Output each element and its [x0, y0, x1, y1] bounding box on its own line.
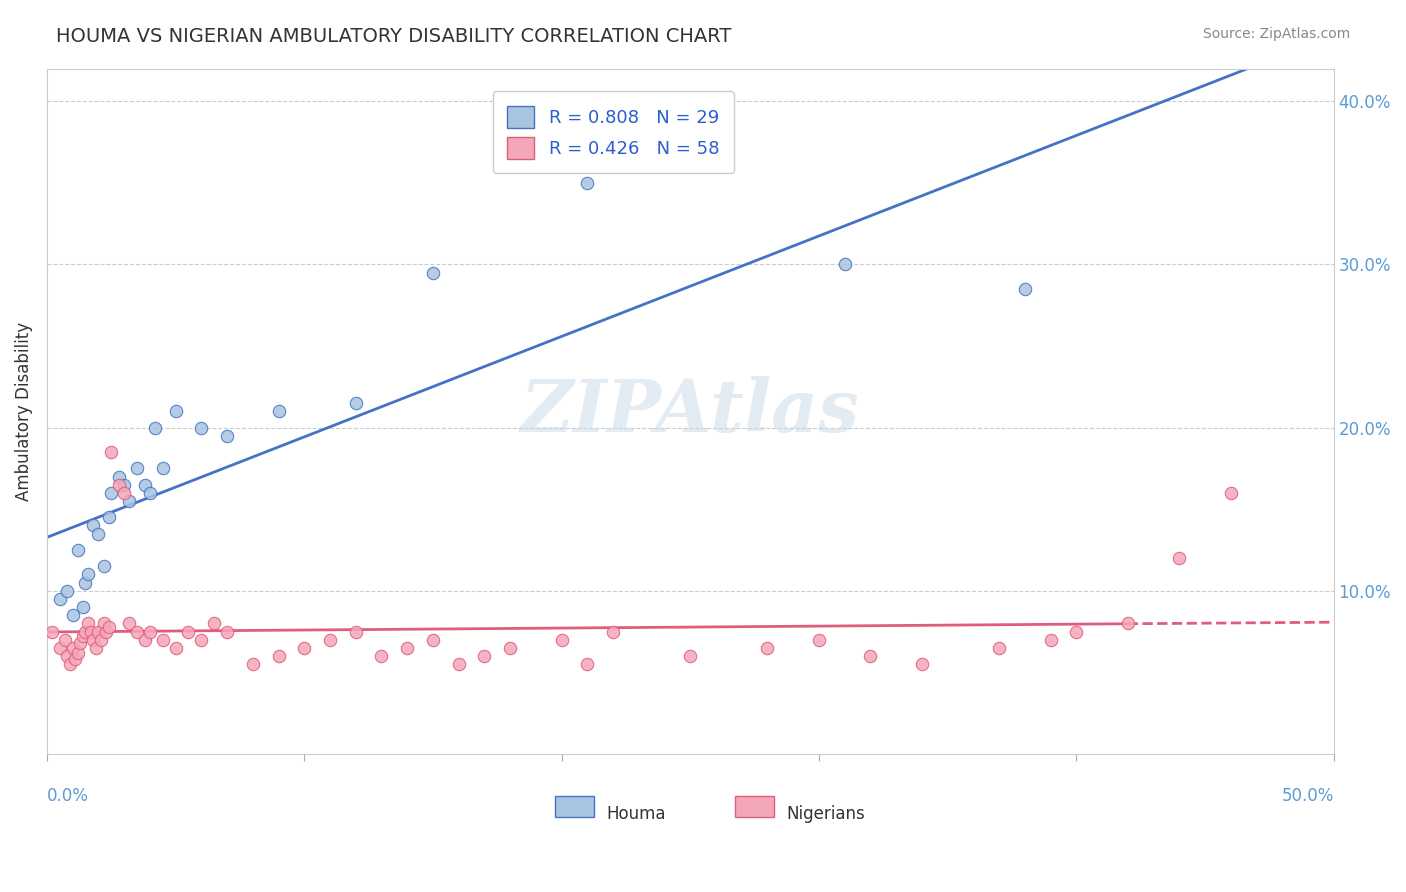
- Point: [344, 624, 367, 639]
- Point: [165, 404, 187, 418]
- Point: [447, 657, 470, 672]
- Point: [63, 652, 86, 666]
- Point: [134, 632, 156, 647]
- Point: [190, 420, 212, 434]
- Point: [988, 640, 1011, 655]
- Point: [93, 616, 115, 631]
- Point: [1219, 486, 1241, 500]
- FancyBboxPatch shape: [555, 797, 593, 817]
- Text: 0.0%: 0.0%: [46, 787, 89, 805]
- Point: [79, 624, 101, 639]
- Point: [152, 632, 174, 647]
- Point: [139, 486, 162, 500]
- Point: [152, 461, 174, 475]
- Point: [319, 632, 342, 647]
- Point: [77, 616, 100, 631]
- Point: [422, 632, 444, 647]
- Point: [66, 543, 89, 558]
- Point: [344, 396, 367, 410]
- Point: [77, 567, 100, 582]
- Point: [292, 640, 315, 655]
- Point: [756, 640, 779, 655]
- Point: [93, 559, 115, 574]
- Point: [112, 477, 135, 491]
- Point: [679, 648, 702, 663]
- Point: [602, 624, 624, 639]
- Point: [125, 461, 148, 475]
- Point: [242, 657, 264, 672]
- Text: Source: ZipAtlas.com: Source: ZipAtlas.com: [1202, 27, 1350, 41]
- Point: [267, 404, 290, 418]
- Point: [56, 648, 79, 663]
- Point: [69, 636, 91, 650]
- Point: [1039, 632, 1062, 647]
- FancyBboxPatch shape: [735, 797, 773, 817]
- Point: [834, 257, 856, 271]
- Point: [118, 494, 141, 508]
- Point: [62, 640, 84, 655]
- Point: [267, 648, 290, 663]
- Point: [108, 469, 131, 483]
- Point: [1168, 551, 1191, 566]
- Point: [550, 632, 572, 647]
- Point: [87, 526, 110, 541]
- Point: [62, 608, 84, 623]
- Point: [190, 632, 212, 647]
- Point: [87, 624, 110, 639]
- Point: [41, 624, 63, 639]
- Point: [165, 640, 187, 655]
- Point: [1116, 616, 1139, 631]
- Point: [97, 510, 120, 524]
- Point: [72, 630, 94, 644]
- Point: [1014, 282, 1036, 296]
- Point: [75, 624, 97, 639]
- Point: [112, 486, 135, 500]
- Point: [84, 640, 107, 655]
- Point: [143, 420, 166, 434]
- Point: [807, 632, 830, 647]
- Point: [100, 445, 122, 459]
- Point: [215, 428, 238, 442]
- Point: [56, 583, 79, 598]
- Point: [75, 575, 97, 590]
- Point: [49, 591, 72, 606]
- Legend: R = 0.808   N = 29, R = 0.426   N = 58: R = 0.808 N = 29, R = 0.426 N = 58: [492, 91, 734, 173]
- Point: [474, 648, 496, 663]
- Point: [100, 486, 122, 500]
- Point: [118, 616, 141, 631]
- Point: [66, 646, 89, 660]
- Y-axis label: Ambulatory Disability: Ambulatory Disability: [15, 322, 32, 500]
- Point: [94, 624, 117, 639]
- Text: Houma: Houma: [606, 805, 666, 823]
- Point: [72, 600, 94, 615]
- Point: [215, 624, 238, 639]
- Point: [576, 657, 599, 672]
- Text: ZIPAtlas: ZIPAtlas: [520, 376, 859, 447]
- Point: [53, 632, 76, 647]
- Text: 50.0%: 50.0%: [1281, 787, 1334, 805]
- Point: [82, 632, 104, 647]
- Point: [499, 640, 522, 655]
- Point: [125, 624, 148, 639]
- Point: [97, 620, 120, 634]
- Point: [396, 640, 419, 655]
- Point: [108, 477, 131, 491]
- Point: [422, 266, 444, 280]
- Point: [82, 518, 104, 533]
- Point: [1064, 624, 1087, 639]
- Point: [576, 176, 599, 190]
- Point: [49, 640, 72, 655]
- Point: [177, 624, 200, 639]
- Point: [90, 632, 112, 647]
- Point: [859, 648, 882, 663]
- Text: HOUMA VS NIGERIAN AMBULATORY DISABILITY CORRELATION CHART: HOUMA VS NIGERIAN AMBULATORY DISABILITY …: [56, 27, 731, 45]
- Point: [911, 657, 934, 672]
- Point: [139, 624, 162, 639]
- Point: [134, 477, 156, 491]
- Point: [202, 616, 225, 631]
- Point: [370, 648, 392, 663]
- Point: [59, 657, 82, 672]
- Text: Nigerians: Nigerians: [787, 805, 866, 823]
